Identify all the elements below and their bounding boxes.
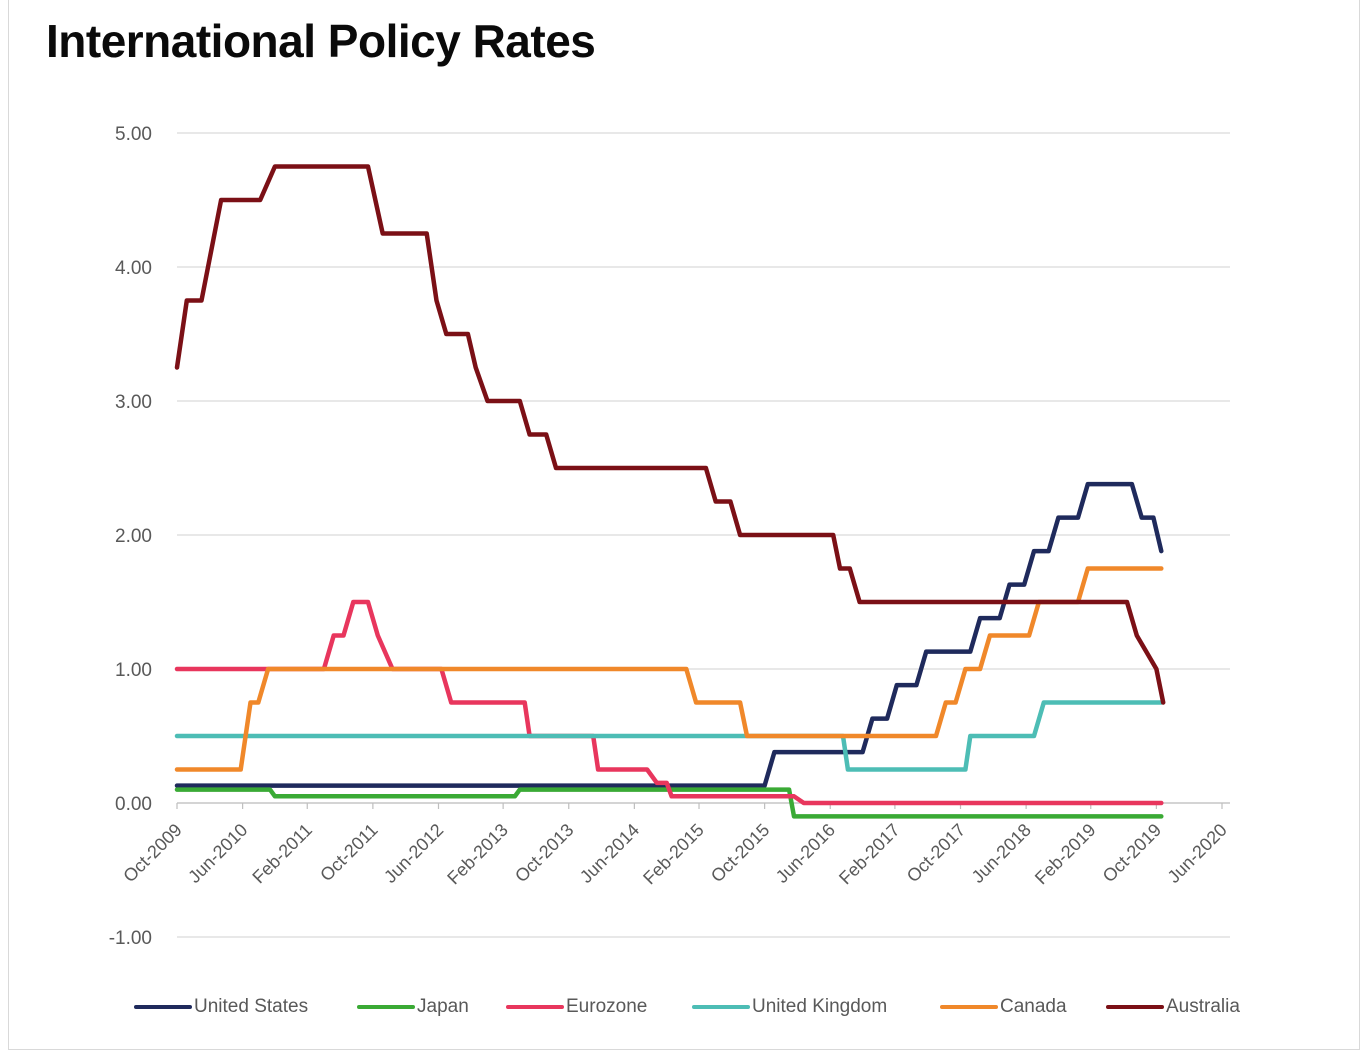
legend-swatch <box>1106 1005 1164 1009</box>
legend-swatch <box>357 1005 415 1009</box>
legend-label: Canada <box>1000 996 1067 1017</box>
x-tick-label: Feb-2011 <box>248 820 316 888</box>
chart-title: International Policy Rates <box>46 15 596 67</box>
series-line-eurozone <box>174 599 1164 806</box>
legend-item-australia: Australia <box>1106 990 1240 1024</box>
x-tick-label: Feb-2013 <box>443 820 512 889</box>
series-line-united-states <box>174 481 1164 788</box>
series-line-canada <box>174 566 1164 772</box>
series-line-united-kingdom <box>174 700 1164 772</box>
x-tick-label: Feb-2015 <box>639 820 708 889</box>
y-tick-label: -1.00 <box>109 928 152 949</box>
x-tick-label: Feb-2017 <box>835 820 904 889</box>
x-tick-label: Oct-2017 <box>903 820 970 887</box>
legend-swatch <box>134 1005 192 1009</box>
x-tick-label: Oct-2011 <box>316 820 382 886</box>
legend-item-united-kingdom: United Kingdom <box>692 990 887 1024</box>
legend-item-united-states: United States <box>134 990 308 1024</box>
legend-item-canada: Canada <box>940 990 1067 1024</box>
axes: 5.004.003.002.001.000.00-1.00Oct-2009Jun… <box>109 124 1231 949</box>
y-tick-label: 0.00 <box>115 794 152 815</box>
legend-label: Japan <box>417 996 469 1017</box>
legend: United States Japan Eurozone United Kingdom… <box>0 990 1366 1024</box>
legend-item-eurozone: Eurozone <box>506 990 647 1024</box>
x-tick-label: Oct-2015 <box>707 820 774 887</box>
legend-label: Australia <box>1166 996 1240 1017</box>
legend-swatch <box>692 1005 750 1009</box>
series-line-australia <box>174 164 1166 705</box>
x-tick-label: Jun-2010 <box>184 820 251 887</box>
x-tick-label: Oct-2013 <box>511 820 578 887</box>
x-tick-label: Jun-2018 <box>968 820 1035 887</box>
series-lines <box>174 164 1166 819</box>
legend-swatch <box>506 1005 564 1009</box>
legend-label: United States <box>194 996 309 1017</box>
y-tick-label: 5.00 <box>115 124 152 145</box>
x-tick-label: Oct-2019 <box>1099 820 1166 887</box>
x-tick-label: Oct-2009 <box>119 820 186 887</box>
legend-label: Eurozone <box>566 996 648 1017</box>
legend-swatch <box>940 1005 998 1009</box>
legend-item-japan: Japan <box>357 990 469 1024</box>
y-tick-label: 4.00 <box>115 258 152 279</box>
x-tick-label: Jun-2016 <box>772 820 839 887</box>
y-tick-label: 1.00 <box>115 660 152 681</box>
legend-label: United Kingdom <box>752 996 888 1017</box>
x-tick-label: Jun-2014 <box>576 820 643 887</box>
x-tick-label: Feb-2019 <box>1031 820 1100 889</box>
series-line-japan <box>174 787 1164 819</box>
y-tick-label: 2.00 <box>115 526 152 547</box>
chart-frame <box>8 0 1360 1050</box>
y-tick-label: 3.00 <box>115 392 152 413</box>
x-tick-label: Jun-2012 <box>380 820 447 887</box>
x-tick-label: Jun-2020 <box>1164 820 1231 887</box>
